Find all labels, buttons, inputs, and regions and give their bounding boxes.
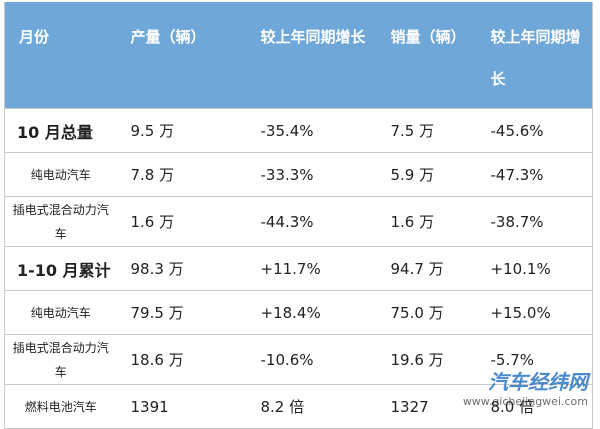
table-cell: 1.6 万 <box>116 196 247 247</box>
table-cell: 98.3 万 <box>116 246 247 291</box>
table-row: 10 月总量 9.5 万 -35.4% 7.5 万 -45.6% <box>4 108 593 153</box>
watermark-url: www.qichejingwei.com <box>462 395 588 408</box>
header-cell: 较上年同期增长 <box>246 2 377 109</box>
table-row: 插电式混合动力汽车 18.6 万 -10.6% 19.6 万 -5.7% <box>4 334 593 385</box>
table-cell: -35.4% <box>246 108 377 153</box>
row-label: 插电式混合动力汽车 <box>4 196 117 247</box>
table-body: 10 月总量 9.5 万 -35.4% 7.5 万 -45.6% 纯电动汽车 7.8 万 -3… <box>4 108 593 429</box>
table-cell: 8.2 倍 <box>246 384 377 429</box>
table-cell: 5.9 万 <box>376 152 477 197</box>
table-row: 纯电动汽车 7.8 万 -33.3% 5.9 万 -47.3% <box>4 152 593 197</box>
table-cell: +10.1% <box>476 246 593 291</box>
table-cell: 9.5 万 <box>116 108 247 153</box>
row-label: 纯电动汽车 <box>4 290 117 335</box>
table-row: 插电式混合动力汽车 1.6 万 -44.3% 1.6 万 -38.7% <box>4 196 593 247</box>
table-row: 燃料电池汽车 1391 8.2 倍 1327 8.0 倍 <box>4 384 593 429</box>
table-cell: 8.0 倍 <box>476 384 593 429</box>
data-table: 月份 产量（辆） 较上年同期增长 销量（辆） 较上年同期增长 10 月总量 9.5 万 -3… <box>4 2 593 429</box>
table-cell: -47.3% <box>476 152 593 197</box>
table-row: 1-10 月累计 98.3 万 +11.7% 94.7 万 +10.1% <box>4 246 593 291</box>
table-cell: -10.6% <box>246 334 377 385</box>
table-cell: 19.6 万 <box>376 334 477 385</box>
table-cell: 94.7 万 <box>376 246 477 291</box>
table-cell: -38.7% <box>476 196 593 247</box>
row-label: 1-10 月累计 <box>4 246 117 291</box>
header-cell: 销量（辆） <box>376 2 477 109</box>
table-cell: -45.6% <box>476 108 593 153</box>
table-cell: -33.3% <box>246 152 377 197</box>
row-label: 插电式混合动力汽车 <box>4 334 117 385</box>
watermark: 汽车经纬网 www.qichejingwei.com <box>463 366 588 408</box>
table-cell: 79.5 万 <box>116 290 247 335</box>
table-cell: -5.7% <box>476 334 593 385</box>
row-label: 纯电动汽车 <box>4 152 117 197</box>
header-cell: 月份 <box>4 2 117 109</box>
table-cell: 7.5 万 <box>376 108 477 153</box>
table-cell: 1327 <box>376 384 477 429</box>
table-row: 纯电动汽车 79.5 万 +18.4% 75.0 万 +15.0% <box>4 290 593 335</box>
table-cell: +15.0% <box>476 290 593 335</box>
watermark-name: 汽车经纬网 <box>488 370 588 394</box>
table-cell: -44.3% <box>246 196 377 247</box>
table-cell: +18.4% <box>246 290 377 335</box>
header-cell: 产量（辆） <box>116 2 247 109</box>
table-cell: 1391 <box>116 384 247 429</box>
row-label: 10 月总量 <box>4 108 117 153</box>
table-cell: 18.6 万 <box>116 334 247 385</box>
table-cell: +11.7% <box>246 246 377 291</box>
row-label: 燃料电池汽车 <box>4 384 117 429</box>
table-cell: 7.8 万 <box>116 152 247 197</box>
header-row: 月份 产量（辆） 较上年同期增长 销量（辆） 较上年同期增长 <box>4 2 593 109</box>
table-cell: 75.0 万 <box>376 290 477 335</box>
header-cell: 较上年同期增长 <box>476 2 593 109</box>
table-cell: 1.6 万 <box>376 196 477 247</box>
